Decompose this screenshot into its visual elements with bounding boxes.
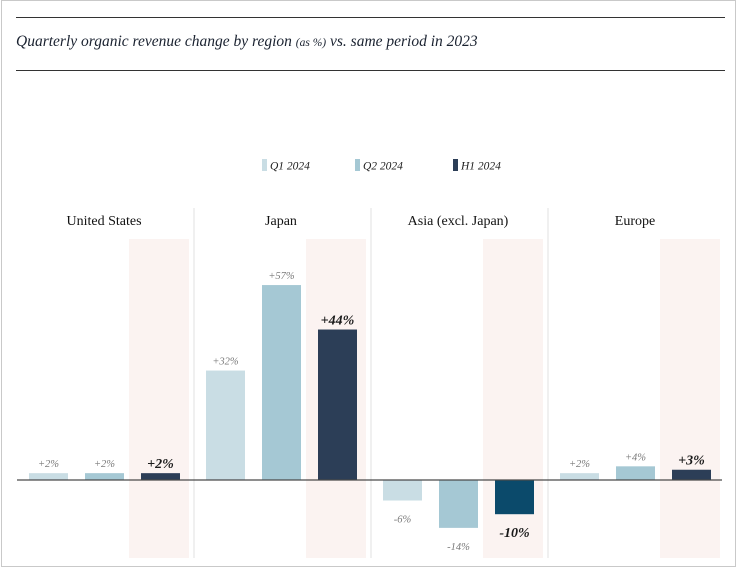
data-label-q2-2024-asia-excl-japan: -14% [447, 542, 470, 553]
data-label-q2-2024-united-states: +2% [94, 459, 115, 470]
top-rule [16, 17, 725, 18]
bar-h1-2024-europe [672, 469, 711, 480]
legend-label-q2-2024: Q2 2024 [363, 161, 403, 173]
legend-label-h1-2024: H1 2024 [460, 161, 501, 173]
data-label-q1-2024-japan: +32% [212, 357, 239, 368]
legend-swatch-q1-2024 [262, 159, 267, 171]
bar-q2-2024-japan [262, 285, 301, 480]
data-label-h1-2024-united-states: +2% [147, 457, 174, 472]
data-label-h1-2024-japan: +44% [321, 314, 355, 329]
data-label-q1-2024-united-states: +2% [38, 459, 59, 470]
data-label-h1-2024-asia-excl-japan: -10% [499, 526, 529, 541]
data-label-h1-2024-europe: +3% [678, 454, 705, 469]
bar-h1-2024-japan [318, 329, 357, 480]
data-label-q2-2024-japan: +57% [268, 271, 295, 282]
panel-title-europe: Europe [615, 214, 655, 229]
highlight-band-united-states [129, 239, 189, 558]
bar-q1-2024-asia-excl-japan [383, 480, 422, 501]
title-rule [16, 70, 725, 71]
legend-swatch-q2-2024 [355, 159, 360, 171]
bar-q2-2024-europe [616, 466, 655, 480]
data-label-q1-2024-europe: +2% [569, 459, 590, 470]
legend-label-q1-2024: Q1 2024 [270, 161, 310, 173]
legend-swatch-h1-2024 [453, 159, 458, 171]
data-label-q2-2024-europe: +4% [625, 452, 646, 463]
panel-title-united-states: United States [66, 214, 141, 229]
bar-q2-2024-united-states [85, 473, 124, 480]
bar-h1-2024-united-states [141, 473, 180, 480]
bar-h1-2024-asia-excl-japan [495, 480, 534, 515]
bar-q1-2024-united-states [29, 473, 68, 480]
data-label-q1-2024-asia-excl-japan: -6% [394, 515, 412, 526]
highlight-band-europe [660, 239, 720, 558]
bar-q1-2024-europe [560, 473, 599, 480]
bar-q2-2024-asia-excl-japan [439, 480, 478, 528]
chart-title: Quarterly organic revenue change by regi… [16, 33, 478, 50]
panel-title-asia-excl-japan: Asia (excl. Japan) [408, 214, 509, 229]
panel-title-japan: Japan [265, 214, 297, 229]
bar-q1-2024-japan [206, 370, 245, 480]
